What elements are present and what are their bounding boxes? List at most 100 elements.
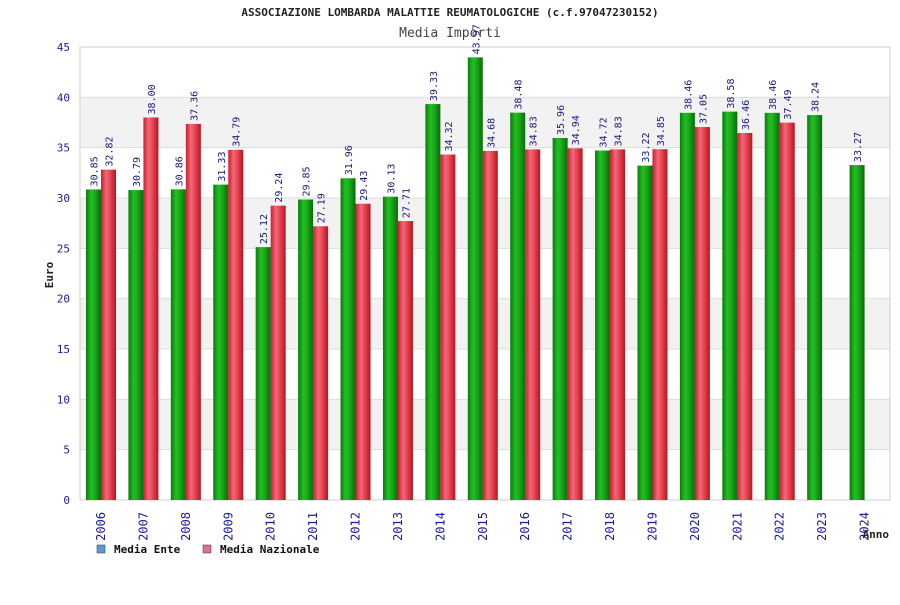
data-label: 34.79: [232, 117, 243, 147]
bar-media-ente: [849, 165, 865, 500]
bar-media-ente: [213, 184, 229, 500]
x-tick-label: 2008: [179, 512, 193, 541]
bar-media-ente: [86, 189, 101, 500]
data-label: 32.82: [105, 137, 116, 167]
y-tick-label: 30: [57, 192, 70, 205]
bars: [86, 57, 865, 501]
bar-media-ente: [679, 112, 695, 500]
data-label: 30.86: [174, 156, 185, 186]
x-tick-label: 2007: [136, 512, 150, 541]
bar-media-ente: [170, 189, 186, 501]
bar-media-nazionale: [525, 149, 541, 501]
legend-label-media-nazionale: Media Nazionale: [220, 543, 320, 556]
bar-media-nazionale: [440, 154, 456, 500]
data-labels: 30.85 32.82 30.79 38.00 30.86 37.36 31.33 34.79…: [90, 24, 865, 244]
x-tick-label: 2013: [391, 512, 405, 541]
chart-title: ASSOCIAZIONE LOMBARDA MALATTIE REUMATOLO…: [241, 6, 658, 19]
x-tick-label: 2014: [433, 512, 447, 541]
y-tick-label: 15: [57, 343, 70, 356]
data-label: 30.79: [132, 157, 143, 187]
data-label: 38.24: [811, 82, 822, 112]
bar-media-ente: [722, 111, 738, 501]
data-label: 39.33: [429, 71, 440, 101]
bar-media-nazionale: [143, 117, 159, 500]
x-tick-label: 2009: [221, 512, 235, 541]
bar-media-ente: [255, 247, 271, 500]
data-label: 34.83: [614, 116, 625, 146]
plot-band: [80, 97, 890, 148]
bar-media-ente: [340, 178, 356, 500]
x-tick-label: 2011: [306, 512, 320, 541]
data-label: 38.46: [683, 80, 694, 110]
data-label: 37.36: [189, 91, 200, 121]
chart-subtitle: Media Importi: [399, 26, 501, 41]
y-axis-ticks: 0 5 10 15 20 25 30 35 40 45: [57, 41, 70, 507]
data-label: 34.32: [444, 121, 455, 151]
data-label: 31.96: [344, 145, 355, 175]
x-axis-label: Anno: [863, 528, 890, 541]
data-label: 29.24: [274, 173, 285, 203]
bar-media-ente: [382, 196, 398, 500]
bar-media-ente: [298, 199, 314, 500]
bar-media-ente: [128, 190, 144, 500]
bar-media-nazionale: [101, 169, 116, 500]
bar-media-ente: [807, 115, 823, 501]
data-label: 29.85: [302, 166, 313, 196]
y-tick-label: 45: [57, 41, 70, 54]
x-tick-label: 2016: [518, 512, 532, 541]
data-label: 38.48: [514, 80, 525, 110]
bar-media-nazionale: [228, 149, 244, 500]
bar-media-ente: [637, 165, 653, 500]
data-label: 34.68: [486, 118, 497, 148]
x-tick-label: 2010: [264, 512, 278, 541]
x-tick-label: 2017: [561, 512, 575, 541]
bar-media-nazionale: [355, 203, 371, 500]
data-label: 43.97: [471, 24, 482, 54]
data-label: 37.49: [783, 89, 794, 119]
data-label: 27.71: [401, 188, 412, 218]
x-tick-label: 2024: [858, 512, 872, 541]
bar-media-ente: [425, 104, 441, 500]
data-label: 29.43: [359, 171, 370, 201]
legend: Media Ente Media Nazionale: [96, 543, 320, 556]
data-label: 27.19: [317, 193, 328, 223]
bar-media-ente: [764, 112, 780, 500]
y-tick-label: 25: [57, 242, 70, 255]
bar-media-nazionale: [737, 132, 753, 500]
x-tick-label: 2021: [730, 512, 744, 541]
bar-media-nazionale: [694, 127, 710, 500]
data-label: 30.85: [90, 156, 101, 186]
x-tick-label: 2018: [603, 512, 617, 541]
y-tick-label: 40: [57, 91, 70, 104]
data-label: 31.33: [217, 152, 228, 182]
data-label: 33.27: [853, 132, 864, 162]
data-label: 37.05: [698, 94, 709, 124]
y-tick-label: 10: [57, 393, 70, 406]
data-label: 38.00: [147, 84, 158, 114]
legend-label-media-ente: Media Ente: [114, 543, 181, 556]
data-label: 36.46: [741, 100, 752, 130]
x-tick-label: 2023: [815, 512, 829, 541]
bar-media-ente: [467, 57, 483, 501]
y-tick-label: 20: [57, 293, 70, 306]
legend-swatch-media-ente: [96, 544, 106, 554]
y-tick-label: 35: [57, 142, 70, 155]
data-label: 34.94: [571, 115, 582, 145]
bar-media-ente: [595, 150, 611, 500]
x-tick-label: 2006: [94, 512, 108, 541]
x-tick-label: 2012: [349, 512, 363, 541]
data-label: 34.85: [656, 116, 667, 146]
data-label: 35.96: [556, 105, 567, 135]
bar-media-nazionale: [270, 205, 286, 500]
bar-media-nazionale: [482, 150, 498, 500]
y-tick-label: 0: [63, 494, 70, 507]
bar-media-nazionale: [185, 123, 201, 500]
bar-media-nazionale: [567, 148, 583, 500]
x-axis-ticks: 2006 2007 2008 2009 2010 2011 2012 2013 2014 2015…: [94, 512, 872, 541]
bar-media-nazionale: [397, 221, 413, 500]
bar-media-nazionale: [652, 149, 668, 500]
data-label: 25.12: [259, 214, 270, 244]
bar-media-ente: [510, 112, 526, 500]
